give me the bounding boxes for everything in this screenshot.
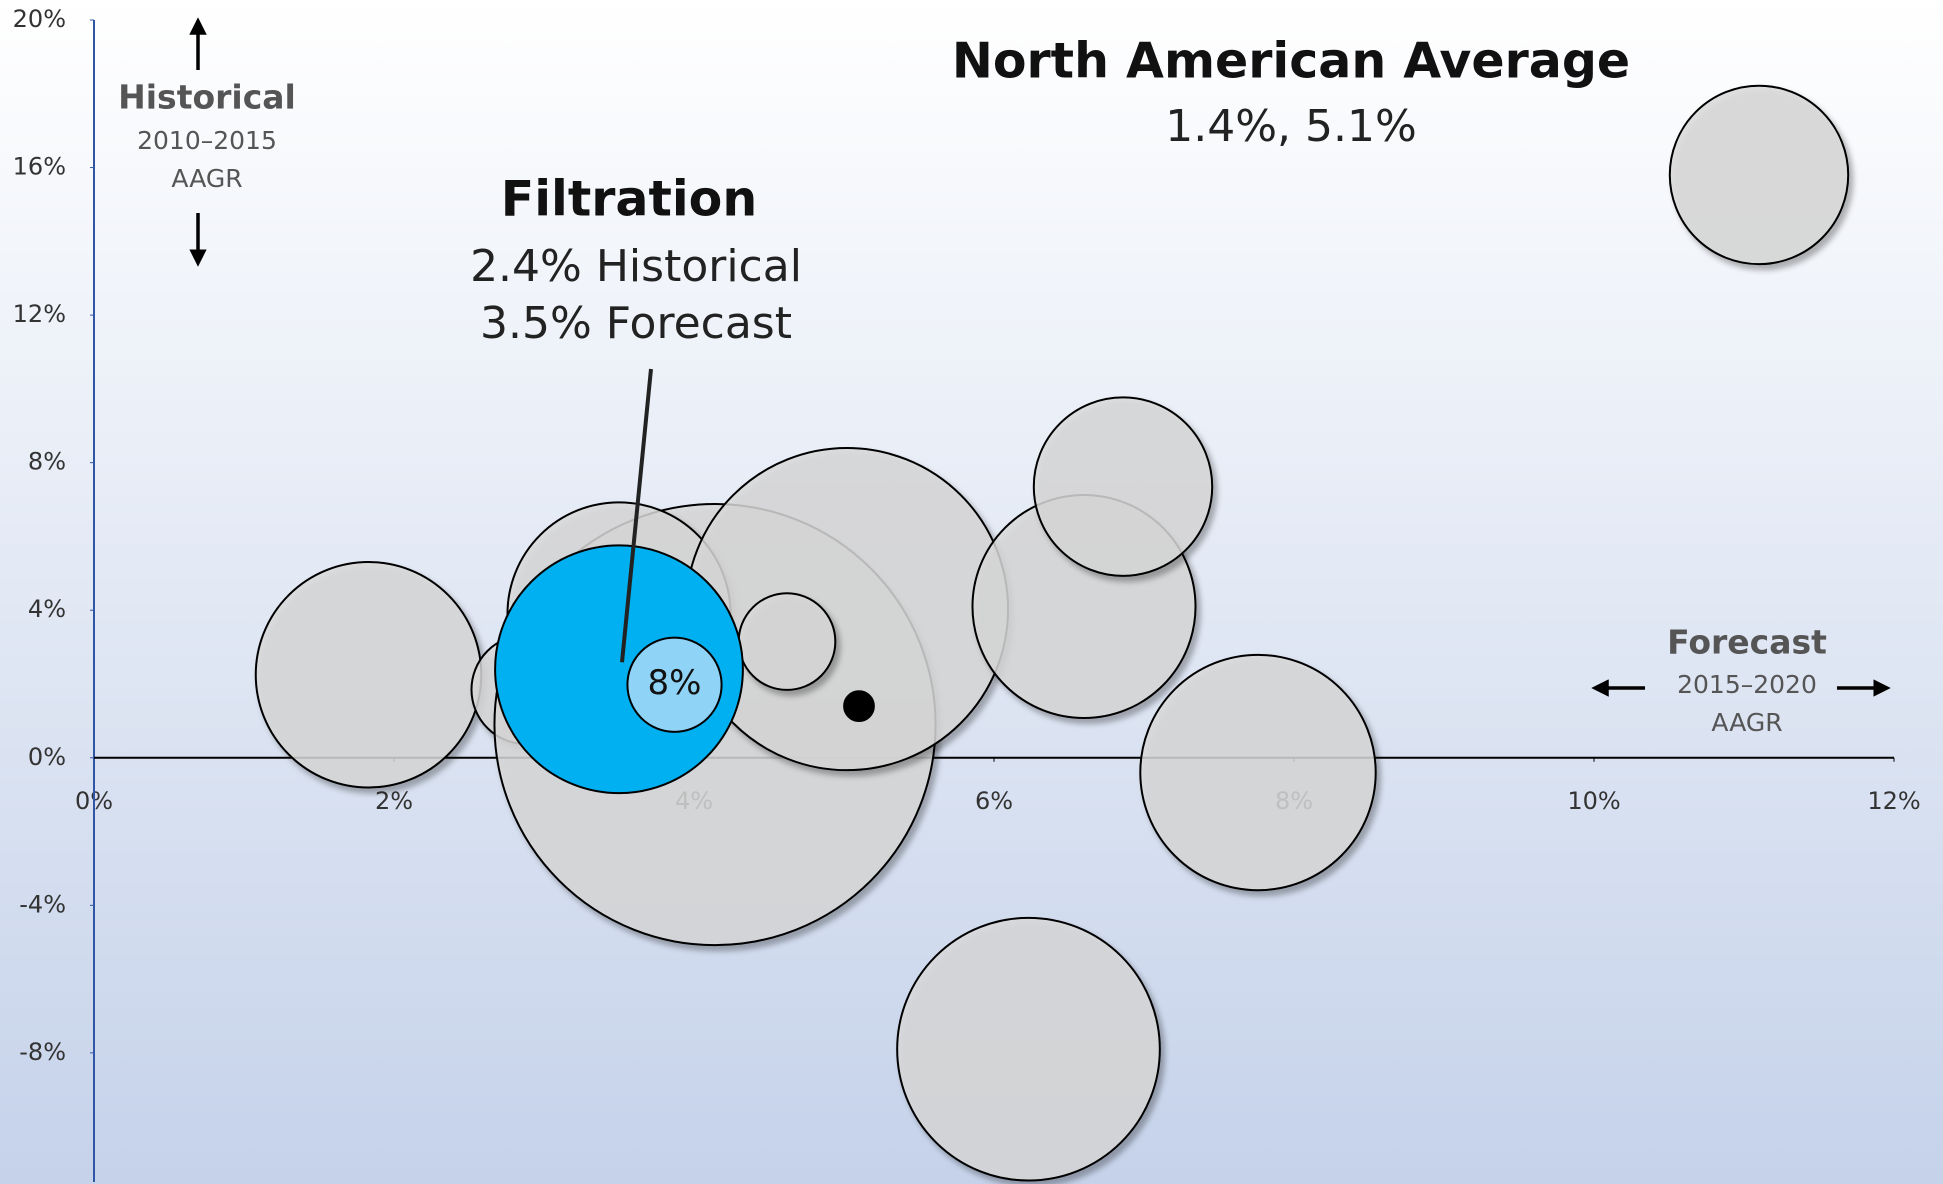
- bubble-label: 8%: [648, 663, 702, 703]
- bubble: [684, 447, 1010, 772]
- y-tick-label: 8%: [28, 448, 66, 476]
- average-values: 1.4%, 5.1%: [1165, 101, 1417, 152]
- bubble: [737, 592, 837, 691]
- x-axis-title: Forecast: [1667, 623, 1827, 662]
- bubble: [1139, 653, 1377, 892]
- y-tick-label: -4%: [19, 890, 66, 918]
- plot-area: 20%16%12%8%4%0%-4%-8%0%2%4%6%8%10%12%8%: [13, 5, 1921, 1182]
- x-axis-period: 2015–2020: [1677, 670, 1817, 699]
- y-axis-unit: AAGR: [171, 164, 242, 193]
- filtration-historical: 2.4% Historical: [470, 241, 802, 292]
- x-tick-label: 6%: [975, 787, 1013, 815]
- y-axis-title: Historical: [118, 78, 296, 117]
- x-axis-unit: AAGR: [1711, 708, 1782, 737]
- y-axis-period: 2010–2015: [137, 126, 277, 155]
- bubble: [1032, 396, 1214, 577]
- x-tick-label: 2%: [375, 787, 413, 815]
- bubble: [843, 690, 875, 723]
- bubble: [626, 636, 723, 733]
- y-tick-label: -8%: [19, 1038, 66, 1066]
- y-tick-label: 12%: [13, 300, 66, 328]
- filtration-forecast: 3.5% Forecast: [480, 298, 792, 349]
- y-tick-label: 0%: [28, 743, 66, 771]
- y-tick-label: 20%: [13, 5, 66, 33]
- leader-line: [620, 368, 653, 663]
- annotations: North American Average 1.4%, 5.1% Filtra…: [118, 17, 1891, 737]
- y-tick-label: 4%: [28, 595, 66, 623]
- average-title: North American Average: [952, 33, 1630, 90]
- x-tick-label: 12%: [1867, 787, 1920, 815]
- filtration-title: Filtration: [501, 171, 757, 228]
- bubble: [254, 561, 483, 789]
- x-tick-label: 10%: [1567, 787, 1620, 815]
- bubble: [896, 916, 1161, 1182]
- y-tick-label: 16%: [13, 153, 66, 181]
- bubble: [1668, 84, 1850, 266]
